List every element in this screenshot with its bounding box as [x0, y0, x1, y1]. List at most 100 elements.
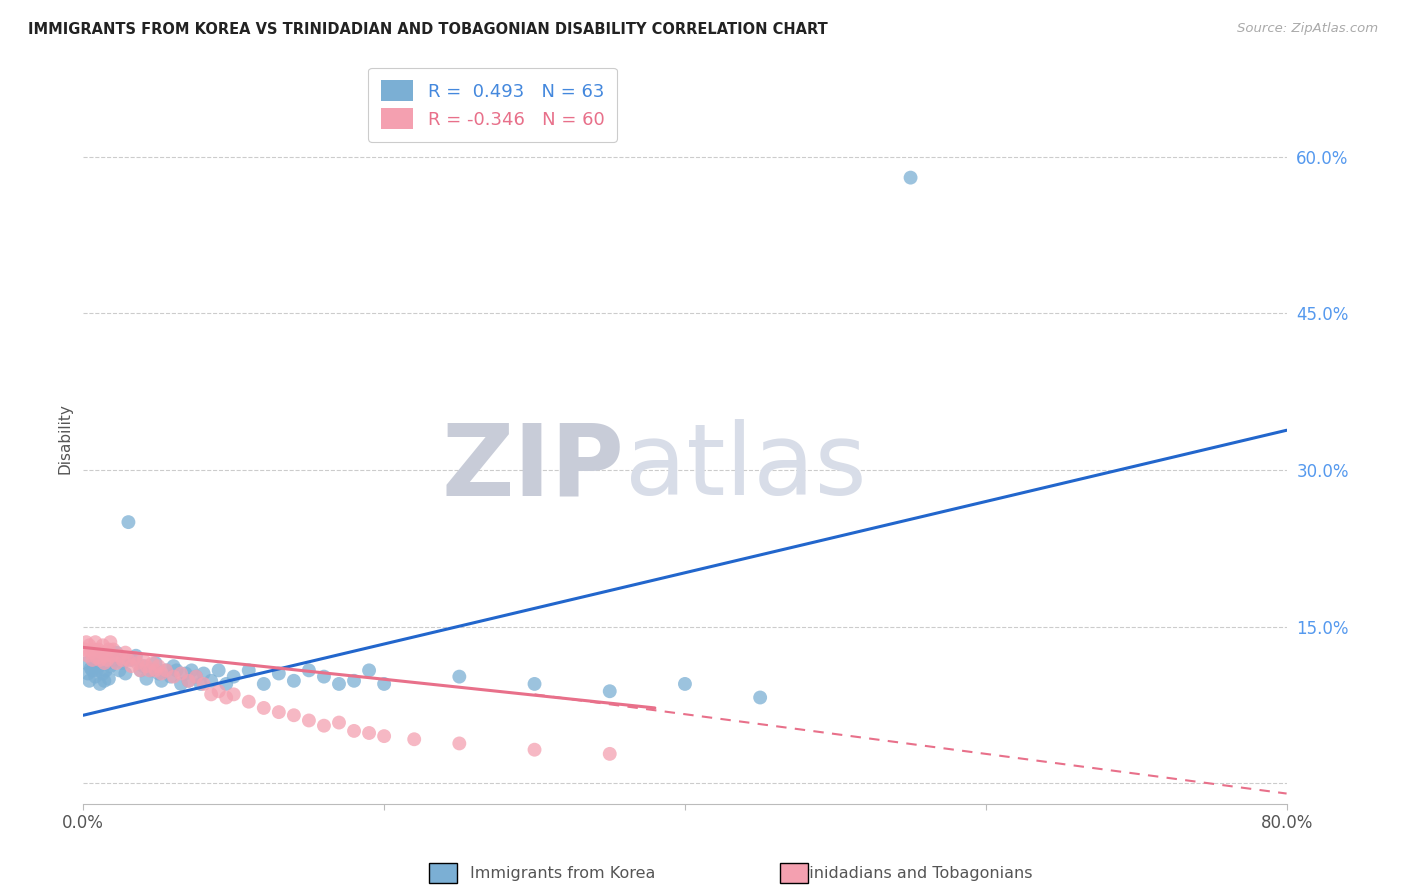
Point [94, 648, 117, 663]
Point [91, 638, 114, 652]
Point [238, 664, 260, 678]
Point [184, 670, 207, 684]
Point [174, 666, 197, 681]
Y-axis label: Disability: Disability [58, 403, 72, 474]
Point [94, 664, 117, 678]
Point [449, 736, 471, 750]
Point [89, 653, 111, 667]
Point [222, 687, 245, 701]
Point [96, 653, 118, 667]
Point [114, 646, 136, 660]
Point [129, 664, 152, 678]
Point [283, 673, 305, 688]
Point [673, 677, 696, 691]
Point [200, 673, 222, 688]
Point [373, 729, 395, 743]
Point [111, 653, 134, 667]
Point [103, 642, 125, 657]
Point [900, 170, 922, 185]
Point [145, 664, 167, 678]
Point [599, 684, 621, 698]
Point [328, 677, 350, 691]
Point [138, 664, 160, 678]
Point [298, 664, 321, 678]
Point [253, 677, 276, 691]
Point [90, 653, 112, 667]
Point [75, 635, 97, 649]
Point [150, 666, 173, 681]
Point [139, 664, 162, 678]
Point [114, 666, 136, 681]
Point [105, 646, 128, 660]
Point [86, 664, 108, 678]
Point [267, 705, 290, 719]
Point [238, 695, 260, 709]
Point [404, 732, 426, 747]
Point [170, 666, 193, 681]
Point [90, 646, 112, 660]
Point [105, 656, 128, 670]
Point [76, 666, 98, 681]
Point [135, 659, 157, 673]
Point [84, 670, 107, 684]
Point [127, 656, 149, 670]
Point [599, 747, 621, 761]
Text: IMMIGRANTS FROM KOREA VS TRINIDADIAN AND TOBAGONIAN DISABILITY CORRELATION CHART: IMMIGRANTS FROM KOREA VS TRINIDADIAN AND… [28, 22, 828, 37]
Point [73, 642, 96, 657]
Point [83, 656, 105, 670]
Point [222, 670, 245, 684]
Point [215, 677, 238, 691]
Point [89, 677, 111, 691]
Point [155, 664, 177, 678]
Point [162, 670, 184, 684]
Point [148, 666, 170, 681]
Point [83, 642, 105, 657]
Point [523, 677, 546, 691]
Point [253, 701, 276, 715]
Point [184, 670, 207, 684]
Text: Trinidadians and Tobagonians: Trinidadians and Tobagonians [796, 866, 1032, 881]
Point [79, 673, 101, 688]
Point [150, 673, 173, 688]
Point [108, 648, 131, 663]
Point [190, 677, 212, 691]
Point [132, 659, 155, 673]
Point [208, 684, 231, 698]
Point [215, 690, 238, 705]
Point [98, 659, 121, 673]
Legend: R =  0.493   N = 63, R = -0.346   N = 60: R = 0.493 N = 63, R = -0.346 N = 60 [368, 68, 617, 142]
Point [166, 664, 188, 678]
Point [343, 723, 366, 738]
Point [80, 661, 103, 675]
Point [97, 642, 120, 657]
Point [97, 672, 120, 686]
Point [120, 653, 142, 667]
Point [200, 687, 222, 701]
Point [359, 726, 381, 740]
Point [86, 650, 108, 665]
Point [135, 672, 157, 686]
Point [177, 673, 200, 688]
Point [93, 656, 115, 670]
Point [145, 656, 167, 670]
Point [373, 677, 395, 691]
Point [749, 690, 772, 705]
Point [523, 742, 546, 756]
Point [96, 656, 118, 670]
Point [180, 664, 202, 678]
Point [283, 708, 305, 723]
Point [84, 635, 107, 649]
Point [111, 656, 134, 670]
Point [298, 714, 321, 728]
Point [76, 648, 98, 663]
Point [120, 659, 142, 673]
Point [117, 653, 139, 667]
Point [267, 666, 290, 681]
Point [108, 664, 131, 678]
Text: atlas: atlas [624, 419, 866, 516]
Point [125, 648, 148, 663]
Point [80, 646, 103, 660]
Point [208, 664, 231, 678]
Point [129, 664, 152, 678]
Point [132, 653, 155, 667]
